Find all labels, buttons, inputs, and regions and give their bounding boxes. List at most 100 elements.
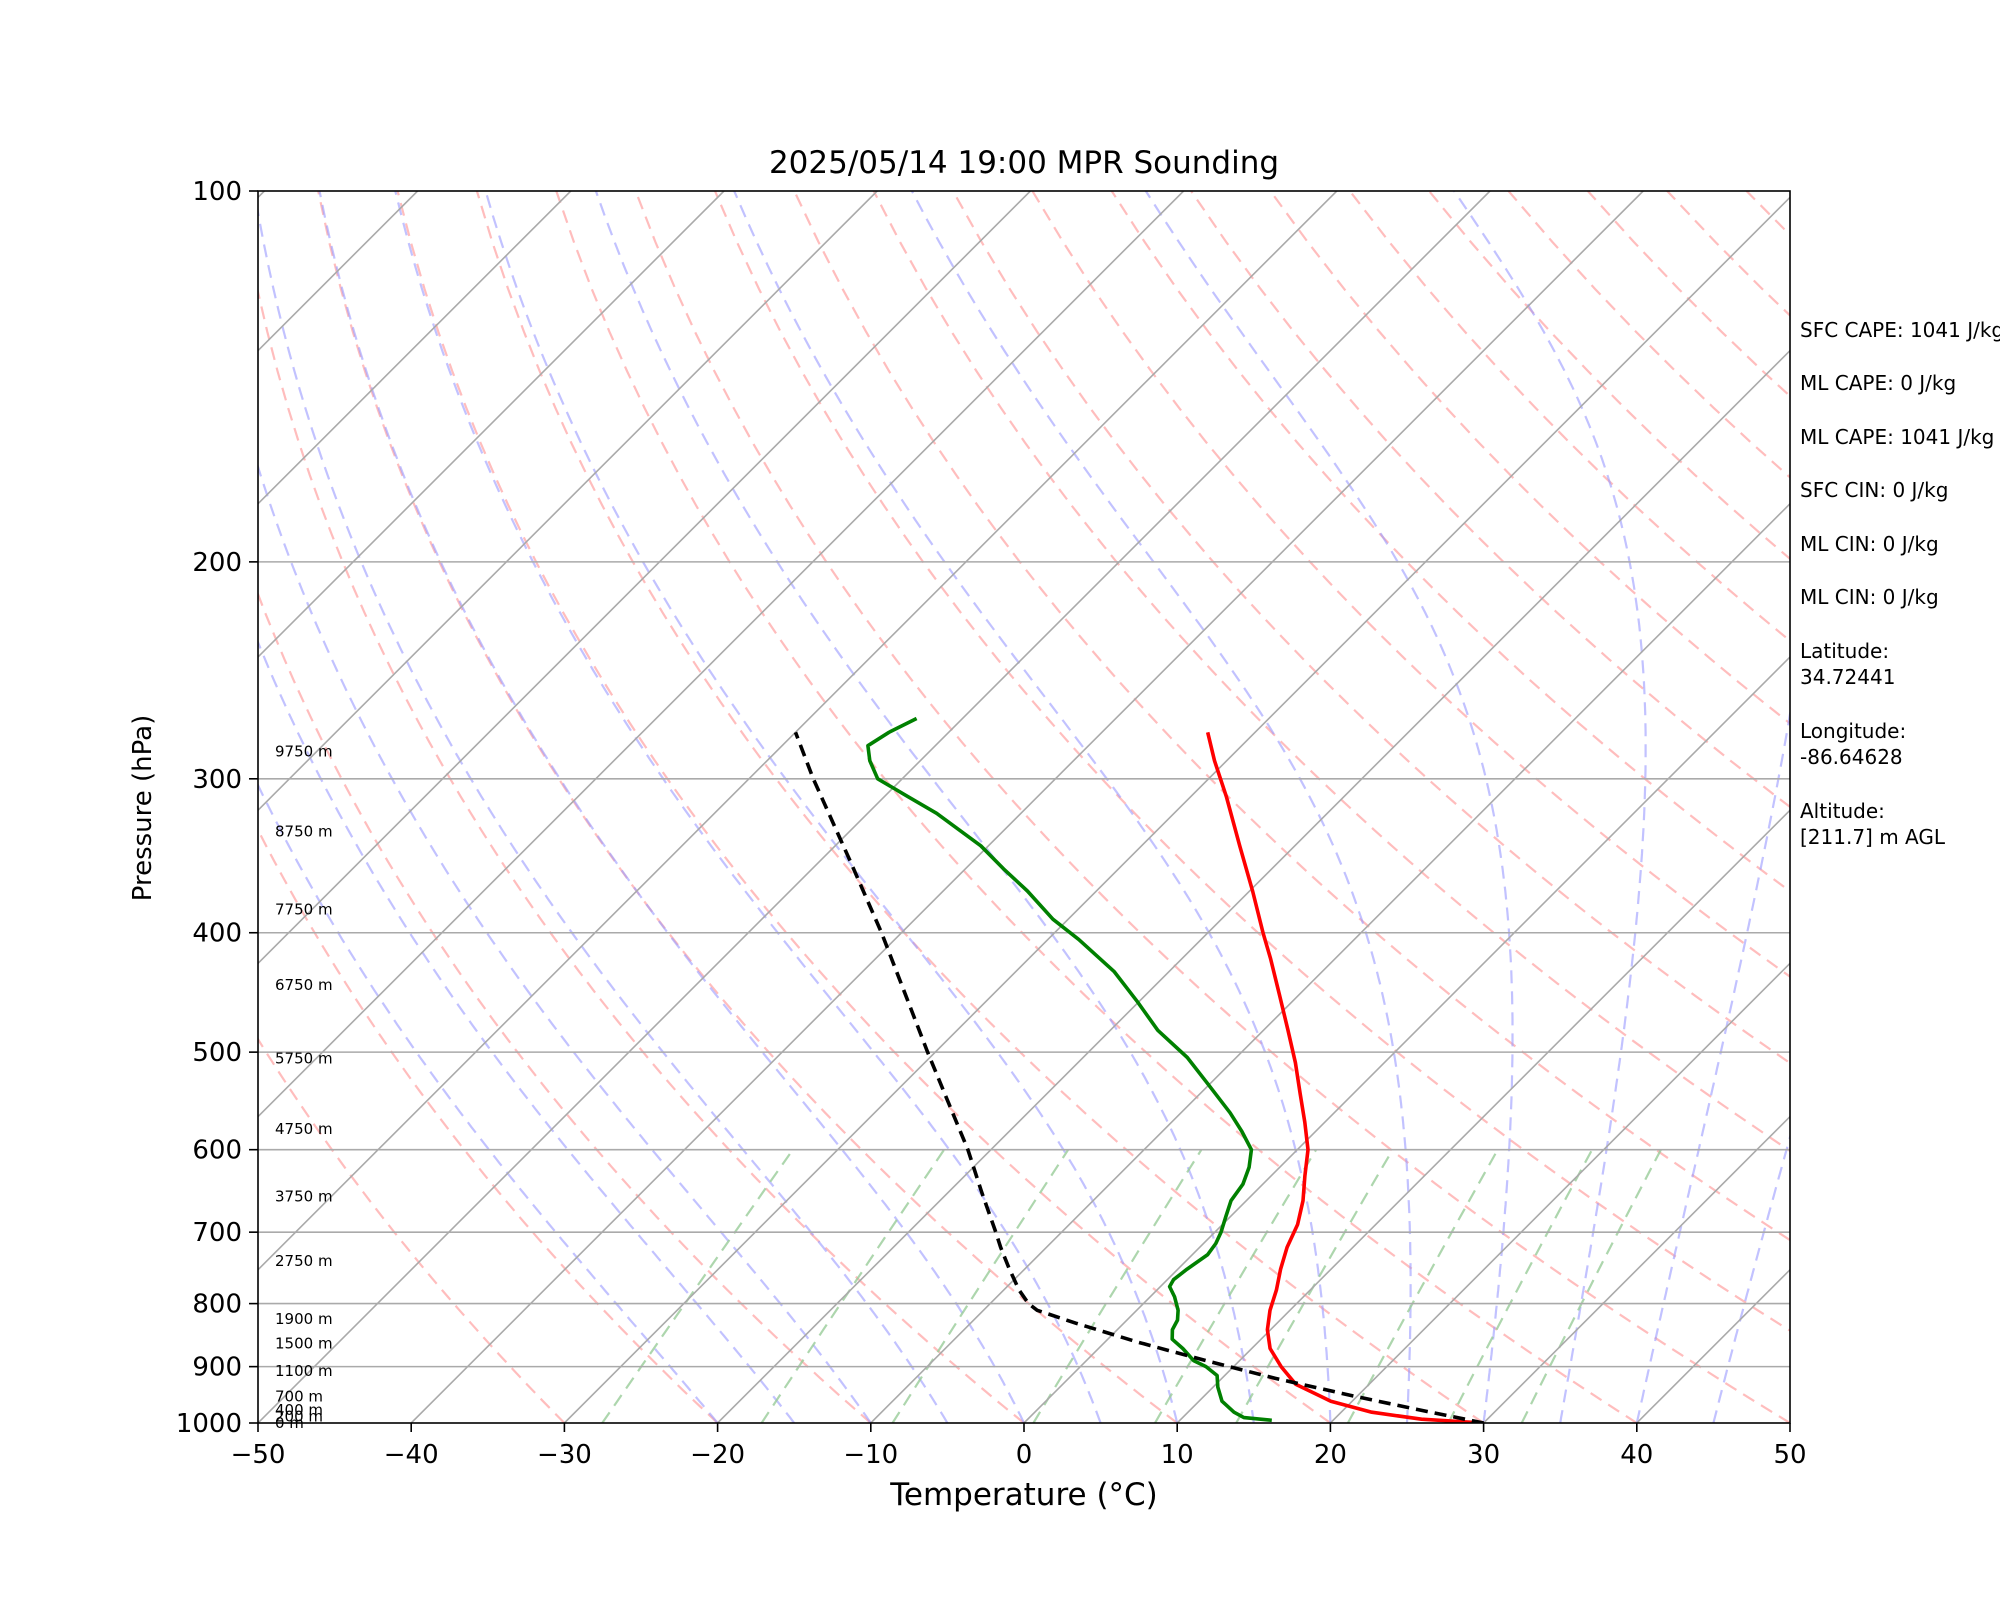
dry-adiabat xyxy=(555,191,1638,1423)
x-tick-label: 10 xyxy=(1161,1440,1194,1470)
height-label: 7750 m xyxy=(275,901,333,919)
moist-adiabat xyxy=(258,782,719,1423)
x-tick-label: 30 xyxy=(1467,1440,1500,1470)
background-lines xyxy=(258,191,1790,1423)
y-tick-label: 600 xyxy=(192,1136,242,1166)
dry-adiabat xyxy=(872,191,1790,1153)
dewpoint-line xyxy=(866,716,1272,1423)
dry-adiabat xyxy=(793,191,1790,1242)
isotherm-line xyxy=(258,191,725,659)
moist-adiabat xyxy=(733,191,1332,1423)
dry-adiabat xyxy=(317,191,1178,1423)
y-tick-label: 900 xyxy=(192,1353,242,1383)
moist-adiabat xyxy=(1453,191,1647,1423)
height-label: 1100 m xyxy=(275,1362,333,1380)
moist-adiabat xyxy=(1144,191,1514,1423)
moist-adiabat xyxy=(394,191,1102,1423)
height-label: 8750 m xyxy=(275,822,333,840)
y-tick-label: 300 xyxy=(192,765,242,795)
height-label: 400 m xyxy=(275,1401,323,1419)
x-tick-label: −30 xyxy=(537,1440,592,1470)
ml-cin-text: ML CIN: 0 J/kg xyxy=(1800,532,1939,556)
dry-adiabat xyxy=(1031,191,1790,978)
latitude-label: Latitude: xyxy=(1800,639,1889,663)
height-label: 9750 m xyxy=(275,742,333,760)
mixing-ratio-line xyxy=(601,1149,794,1423)
sfc-cin-text: SFC CIN: 0 J/kg xyxy=(1800,478,1948,502)
chart-title: 2025/05/14 19:00 MPR Sounding xyxy=(769,145,1279,181)
height-label: 2750 m xyxy=(275,1252,333,1270)
moist-adiabat xyxy=(910,191,1412,1423)
ml-cape-text-2: ML CAPE: 1041 J/kg xyxy=(1800,425,1994,449)
isotherm-line xyxy=(258,191,572,505)
isotherm-line xyxy=(258,191,1338,1271)
moist-adiabat xyxy=(1712,1133,1790,1423)
height-label: 1500 m xyxy=(275,1335,333,1353)
longitude-value: -86.64628 xyxy=(1800,745,1903,769)
moist-adiabat xyxy=(258,205,949,1423)
height-label: 5750 m xyxy=(275,1050,333,1068)
dry-adiabat xyxy=(1269,191,1790,725)
ml-cin-text-2: ML CIN: 0 J/kg xyxy=(1800,585,1939,609)
longitude-label: Longitude: xyxy=(1800,719,1906,743)
x-tick-label: −50 xyxy=(231,1440,286,1470)
moist-adiabat xyxy=(258,639,796,1423)
x-axis-label: Temperature (°C) xyxy=(889,1477,1158,1513)
dry-adiabat xyxy=(258,591,872,1423)
isotherm-line xyxy=(563,196,1790,1423)
dry-adiabat xyxy=(1190,191,1790,809)
ml-cape-text: ML CAPE: 0 J/kg xyxy=(1800,371,1956,395)
y-tick-label: 100 xyxy=(192,177,242,207)
x-tick-label: 50 xyxy=(1773,1440,1806,1470)
x-tick-label: 0 xyxy=(1016,1440,1033,1470)
sfc-cape-text: SFC CAPE: 1041 J/kg xyxy=(1800,318,2000,342)
y-tick-label: 700 xyxy=(192,1218,242,1248)
height-label: 200 m xyxy=(275,1408,323,1426)
mixing-ratio-line xyxy=(1032,1149,1203,1423)
isotherm-line xyxy=(717,349,1790,1423)
dry-adiabat xyxy=(1110,191,1790,893)
height-label: 6750 m xyxy=(275,976,333,994)
moist-adiabat xyxy=(1635,707,1790,1423)
x-axis-ticks: −50 −40 −30 −20 −10 0 10 20 30 40 50 xyxy=(231,1423,1807,1470)
isotherm-line xyxy=(410,191,1644,1423)
moist-adiabat xyxy=(318,191,1025,1423)
y-tick-label: 400 xyxy=(192,919,242,949)
moist-adiabat xyxy=(484,191,1179,1423)
y-tick-label: 500 xyxy=(192,1038,242,1068)
moist-adiabat xyxy=(594,191,1255,1423)
dry-adiabat xyxy=(258,827,719,1423)
height-label: 4750 m xyxy=(275,1120,333,1138)
height-label: 3750 m xyxy=(275,1188,333,1206)
parcel-path-line xyxy=(793,731,1484,1423)
y-axis-ticks: 1000 900 800 700 600 500 400 300 200 100 xyxy=(176,177,258,1439)
x-tick-label: −20 xyxy=(690,1440,745,1470)
isotherm-line xyxy=(1176,809,1790,1423)
mixing-ratio-line xyxy=(760,1149,946,1423)
latitude-value: 34.72441 xyxy=(1800,665,1895,689)
mixing-ratio-line xyxy=(891,1149,1070,1423)
profile-lines xyxy=(793,716,1484,1423)
y-axis-label: Pressure (hPa) xyxy=(128,715,158,902)
isotherm-line xyxy=(258,191,1031,965)
isotherm-line xyxy=(1329,962,1790,1423)
isotherm-line xyxy=(258,191,878,812)
temperature-line xyxy=(1205,731,1484,1423)
isotherm-line xyxy=(1023,655,1790,1423)
y-tick-label: 200 xyxy=(192,548,242,578)
altitude-label: Altitude: xyxy=(1800,799,1885,823)
dry-adiabat xyxy=(952,191,1790,1065)
isotherm-line xyxy=(1483,1115,1790,1423)
y-tick-label: 800 xyxy=(192,1290,242,1320)
altitude-value: [211.7] m AGL xyxy=(1800,825,1946,849)
x-tick-label: −40 xyxy=(384,1440,439,1470)
sounding-info-panel: SFC CAPE: 1041 J/kg ML CAPE: 0 J/kg ML C… xyxy=(1800,318,2000,849)
isotherm-line xyxy=(258,191,1491,1423)
x-tick-label: 40 xyxy=(1620,1440,1653,1470)
height-label: 1900 m xyxy=(275,1310,333,1328)
isotherm-line xyxy=(870,502,1790,1423)
x-tick-label: −10 xyxy=(843,1440,898,1470)
